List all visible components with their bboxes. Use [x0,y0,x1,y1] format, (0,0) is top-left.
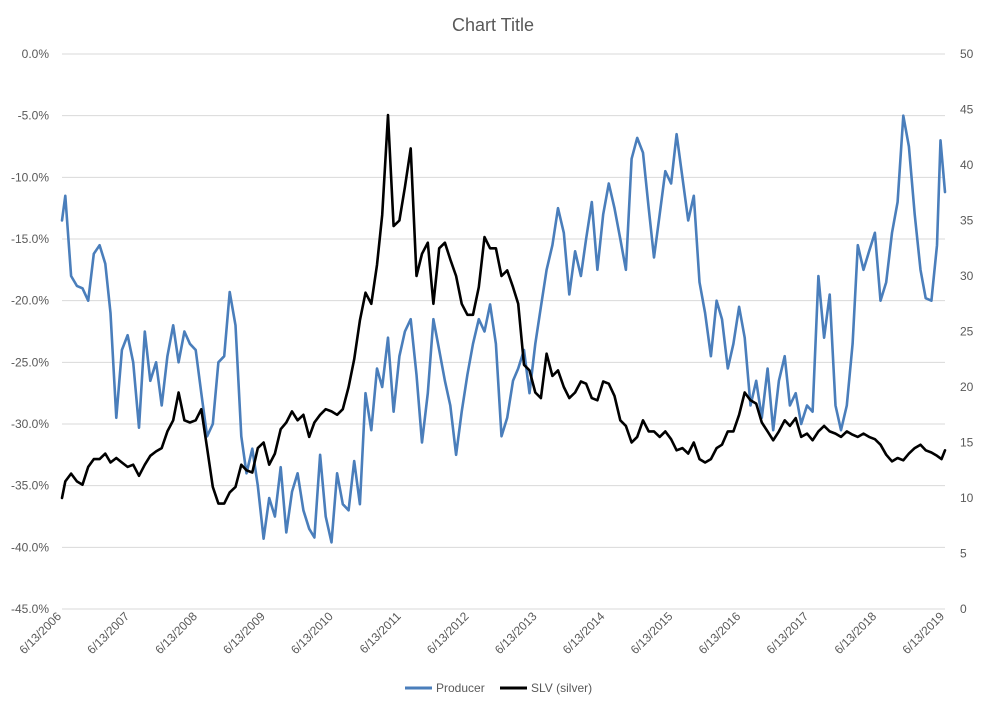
y-left-tick-label: -35.0% [11,479,49,493]
legend-label: SLV (silver) [531,681,592,695]
y-left-tick-label: 0.0% [22,47,50,61]
y-left-tick-label: -45.0% [11,602,49,616]
y-right-tick-label: 5 [960,547,967,561]
y-right-tick-label: 0 [960,602,967,616]
y-left-tick-label: -20.0% [11,294,49,308]
y-left-tick-label: -15.0% [11,232,49,246]
series-lines [60,113,947,544]
legend: Producer SLV (silver) [405,681,592,695]
chart-title: Chart Title [452,15,534,35]
y-right-tick-label: 15 [960,436,974,450]
y-axis-left: 0.0% -5.0% -10.0% -15.0% -20.0% -25.0% -30.0% -… [11,47,49,616]
y-right-tick-label: 35 [960,214,974,228]
y-right-tick-label: 45 [960,103,974,117]
y-left-tick-label: -30.0% [11,417,49,431]
y-left-tick-label: -5.0% [18,109,50,123]
series-line-slv-silver [60,113,947,505]
y-right-tick-label: 30 [960,269,974,283]
y-left-tick-label: -25.0% [11,355,49,369]
y-right-tick-label: 20 [960,380,974,394]
series-line-producer [60,114,947,544]
y-left-tick-label: -40.0% [11,540,49,554]
y-right-tick-label: 10 [960,491,974,505]
y-right-tick-label: 40 [960,158,974,172]
legend-label: Producer [436,681,485,695]
y-left-tick-label: -10.0% [11,170,49,184]
y-right-tick-label: 50 [960,47,974,61]
y-right-tick-label: 25 [960,325,974,339]
y-axis-right: 0 5 10 15 20 25 30 35 40 45 50 [960,47,974,616]
